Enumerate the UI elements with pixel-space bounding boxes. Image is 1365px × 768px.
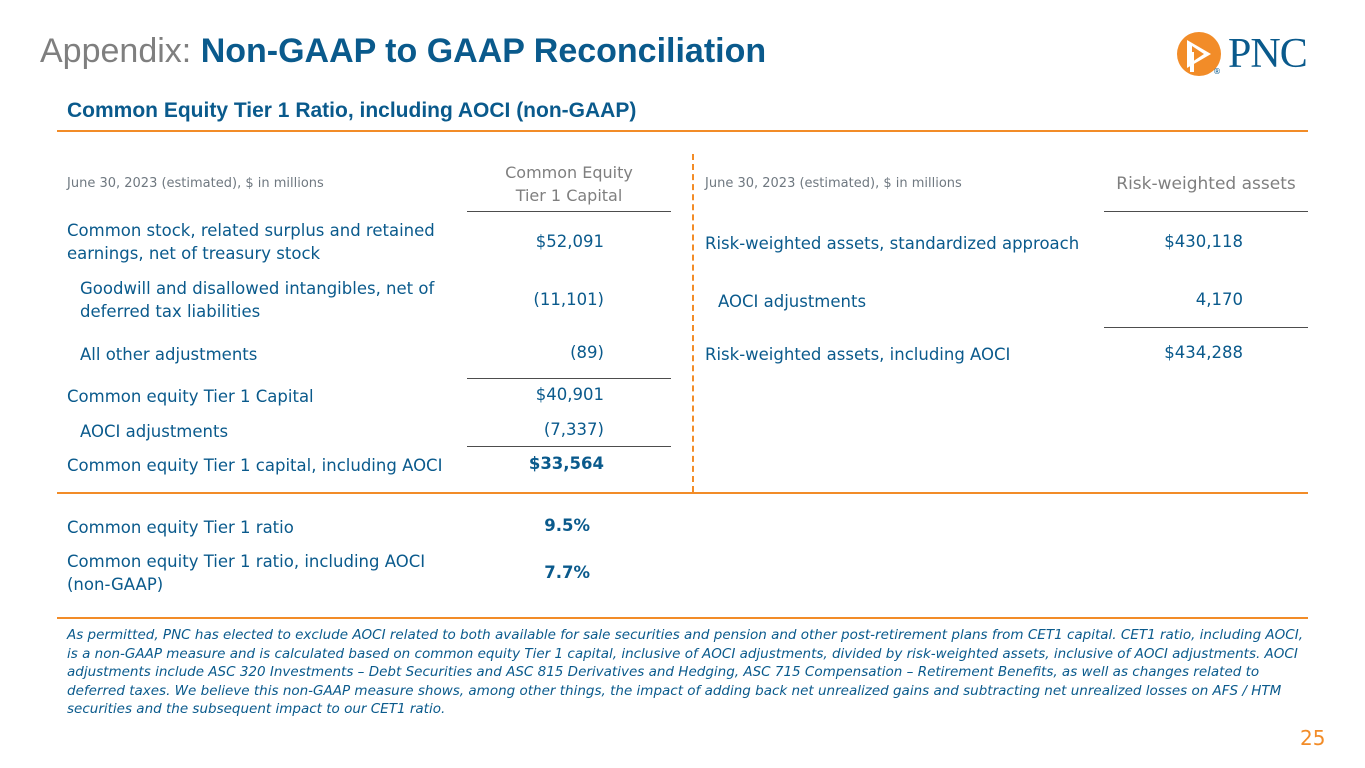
table-row-value: 4,170 bbox=[1195, 290, 1243, 309]
title-main: Non-GAAP to GAAP Reconciliation bbox=[200, 32, 767, 70]
right-total-underline bbox=[1104, 327, 1308, 328]
left-total-underline bbox=[467, 446, 671, 447]
ratio-value: 9.5% bbox=[544, 516, 590, 535]
pnc-logo: PNC ® bbox=[1176, 31, 1328, 77]
table-row-label: Risk-weighted assets, standardized appro… bbox=[705, 234, 1080, 253]
ratio-label: Common equity Tier 1 ratio, including AO… bbox=[67, 552, 426, 594]
left-subtotal-underline bbox=[467, 378, 671, 379]
middle-divider bbox=[57, 492, 1308, 494]
table-row-label: Common equity Tier 1 Capital bbox=[67, 387, 314, 406]
title-prefix: Appendix: bbox=[40, 32, 192, 70]
table-row-label: Common equity Tier 1 capital, including … bbox=[67, 456, 443, 475]
table-row-label: Common stock, related surplus and retain… bbox=[67, 221, 435, 263]
table-row-value: (11,101) bbox=[533, 290, 604, 309]
left-column-header-line2: Tier 1 Capital bbox=[515, 186, 623, 205]
table-row-label: AOCI adjustments bbox=[718, 292, 867, 311]
left-table-header-label: June 30, 2023 (estimated), $ in millions bbox=[67, 176, 324, 191]
left-header-underline bbox=[467, 211, 671, 212]
pnc-logo-mark-icon bbox=[1177, 32, 1221, 76]
footnote: As permitted, PNC has elected to exclude… bbox=[67, 627, 1303, 717]
table-row-label: Goodwill and disallowed intangibles, net… bbox=[80, 279, 435, 321]
right-header-underline bbox=[1104, 211, 1308, 212]
table-row-label: AOCI adjustments bbox=[80, 422, 229, 441]
table-row-value: (7,337) bbox=[543, 420, 604, 439]
table-row-value: $430,118 bbox=[1164, 232, 1243, 251]
logo-text: PNC bbox=[1228, 31, 1308, 77]
left-column-header: Common Equity Tier 1 Capital bbox=[468, 161, 670, 207]
page-number: 25 bbox=[1300, 726, 1326, 750]
page-title: Appendix: Non-GAAP to GAAP Reconciliatio… bbox=[40, 32, 766, 71]
table-row-value: $40,901 bbox=[535, 385, 604, 404]
right-table-header-label: June 30, 2023 (estimated), $ in millions bbox=[705, 176, 962, 191]
column-separator bbox=[692, 154, 694, 492]
ratio-label: Common equity Tier 1 ratio bbox=[67, 518, 294, 537]
table-row-value: (89) bbox=[570, 343, 604, 362]
table-row-value: $434,288 bbox=[1164, 343, 1243, 362]
table-row-value: $52,091 bbox=[535, 232, 604, 251]
logo-registered-mark: ® bbox=[1213, 67, 1221, 76]
ratio-value: 7.7% bbox=[544, 563, 590, 582]
table-row-label: Risk-weighted assets, including AOCI bbox=[705, 345, 1011, 364]
table-row-value: $33,564 bbox=[528, 454, 604, 473]
right-column-header: Risk-weighted assets bbox=[1116, 174, 1296, 194]
left-column-header-line1: Common Equity bbox=[505, 163, 633, 182]
table-row-label: All other adjustments bbox=[80, 345, 258, 364]
bottom-divider bbox=[57, 617, 1308, 619]
top-divider bbox=[57, 130, 1308, 132]
section-subtitle: Common Equity Tier 1 Ratio, including AO… bbox=[67, 99, 637, 122]
